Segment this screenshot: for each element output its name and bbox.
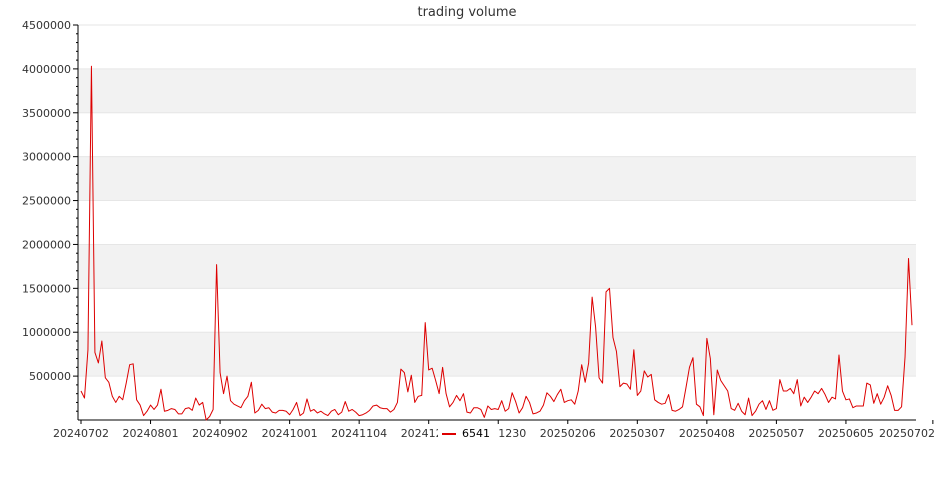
chart-title: trading volume (417, 5, 516, 20)
y-tick-label: 4000000 (22, 63, 71, 76)
y-tick-label: 2000000 (22, 238, 71, 251)
y-tick-label: 3000000 (22, 151, 71, 164)
y-tick-label: 2500000 (22, 195, 71, 208)
legend-background (438, 425, 498, 441)
y-tick-label: 500000 (29, 370, 71, 383)
legend-entry: 6541 (462, 427, 490, 440)
x-tick-label: 20240902 (192, 427, 248, 440)
grid-bands (78, 68, 916, 377)
x-tick-label: 20250408 (679, 427, 735, 440)
legend: 6541 (438, 425, 498, 441)
y-axis-ticks: 500000 1000000 1500000 2000000 2500000 300000… (22, 19, 78, 412)
x-tick-label: 20250307 (609, 427, 665, 440)
x-axis-ticks: 20240702 20240801 20240902 20241001 20241104… (53, 420, 935, 440)
x-tick-label: 20250507 (748, 427, 804, 440)
x-tick-label: 20241001 (262, 427, 318, 440)
series-line-6541 (80, 65, 913, 421)
series-6541 (80, 65, 913, 421)
x-tick-label: 20240702 (53, 427, 109, 440)
x-tick-label: 20241104 (331, 427, 387, 440)
x-tick-label: 20240801 (123, 427, 179, 440)
grid-band (78, 68, 916, 113)
grid-band (78, 332, 916, 377)
grid-band (78, 244, 916, 289)
y-tick-label: 1000000 (22, 326, 71, 339)
grid-band (78, 156, 916, 201)
y-tick-label: 4500000 (22, 19, 71, 32)
x-tick-label: 20250605 (818, 427, 874, 440)
y-tick-label: 3500000 (22, 107, 71, 120)
x-tick-label: 20250206 (540, 427, 596, 440)
y-tick-label: 1500000 (22, 282, 71, 295)
x-tick-label: 20250702 (879, 427, 935, 440)
